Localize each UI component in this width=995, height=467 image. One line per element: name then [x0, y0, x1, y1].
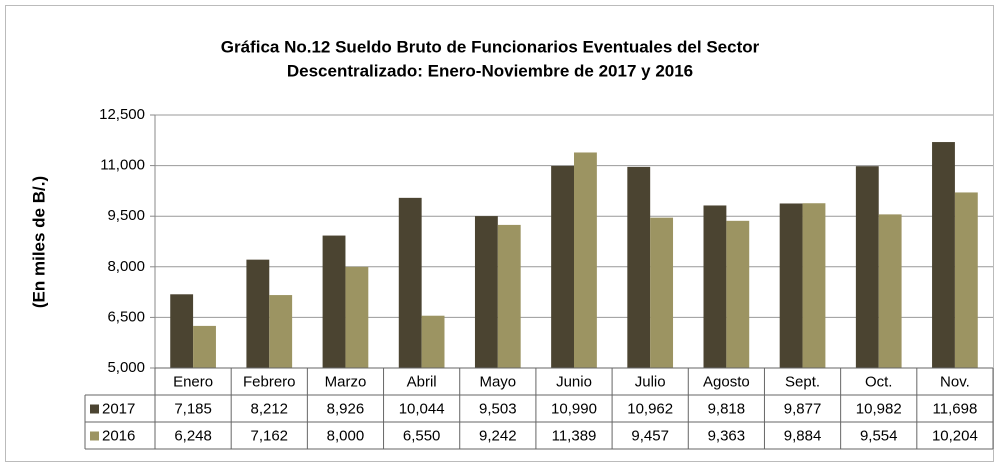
y-tick-label: 6,500	[107, 308, 145, 325]
chart-title: Gráfica No.12 Sueldo Bruto de Funcionari…	[221, 37, 760, 56]
legend-swatch	[90, 404, 99, 414]
table-value: 11,698	[933, 400, 978, 417]
table-value: 9,554	[860, 427, 898, 444]
table-value: 7,185	[174, 400, 212, 417]
x-tick-label: Julio	[635, 373, 666, 390]
bar	[421, 315, 445, 368]
table-value: 6,248	[174, 427, 212, 444]
bar	[574, 152, 597, 368]
bar	[932, 142, 955, 368]
chart-subtitle: Descentralizado: Enero-Noviembre de 2017…	[287, 61, 693, 80]
bar	[246, 259, 270, 368]
y-tick-label: 9,500	[107, 207, 145, 224]
bar	[802, 203, 826, 368]
bar	[345, 266, 369, 368]
table-value: 9,818	[708, 400, 746, 417]
bar	[779, 203, 803, 368]
x-tick-label: Enero	[173, 373, 213, 390]
x-tick-label: Abril	[407, 373, 437, 390]
bar	[269, 295, 293, 368]
legend-label: 2017	[102, 400, 135, 417]
bar	[474, 216, 498, 368]
x-tick-label: Agosto	[703, 373, 750, 390]
table-value: 8,000	[327, 427, 365, 444]
legend-label: 2016	[102, 427, 135, 444]
bar	[322, 235, 346, 368]
table-value: 6,550	[403, 427, 441, 444]
x-tick-label: Mayo	[479, 373, 516, 390]
bar	[193, 325, 216, 368]
x-tick-label: Sept.	[785, 373, 820, 390]
y-tick-label: 12,500	[99, 106, 145, 123]
table-value: 9,363	[708, 427, 746, 444]
bar	[497, 224, 521, 368]
table-value: 9,877	[784, 400, 822, 417]
x-tick-label: Febrero	[243, 373, 296, 390]
table-value: 11,389	[552, 427, 597, 444]
bar	[855, 166, 879, 368]
table-value: 9,503	[479, 400, 517, 417]
bar	[726, 220, 750, 368]
bar	[551, 165, 574, 368]
table-value: 7,162	[250, 427, 288, 444]
table-value: 10,990	[551, 400, 597, 417]
x-tick-label: Oct.	[865, 373, 893, 390]
bar	[398, 197, 422, 368]
table-value: 10,982	[856, 400, 902, 417]
y-tick-label: 11,000	[100, 157, 145, 174]
table-value: 8,212	[250, 400, 288, 417]
bar	[650, 217, 674, 368]
x-tick-label: Marzo	[325, 373, 367, 390]
bar	[954, 192, 978, 368]
table-value: 10,962	[627, 400, 673, 417]
table-value: 9,884	[784, 427, 822, 444]
table-value: 8,926	[327, 400, 365, 417]
table-value: 9,457	[631, 427, 669, 444]
y-tick-label: 5,000	[107, 359, 145, 376]
table-value: 9,242	[479, 427, 517, 444]
bar	[170, 294, 194, 368]
bar	[878, 214, 902, 368]
legend-swatch	[90, 431, 99, 441]
x-tick-label: Junio	[556, 373, 592, 390]
table-value: 10,044	[399, 400, 445, 417]
bar	[627, 166, 651, 368]
y-tick-label: 8,000	[107, 258, 145, 275]
x-tick-label: Nov.	[940, 373, 970, 390]
y-axis-label: (En miles de B/.)	[29, 176, 48, 308]
table-value: 10,204	[932, 427, 978, 444]
bar	[703, 205, 727, 368]
